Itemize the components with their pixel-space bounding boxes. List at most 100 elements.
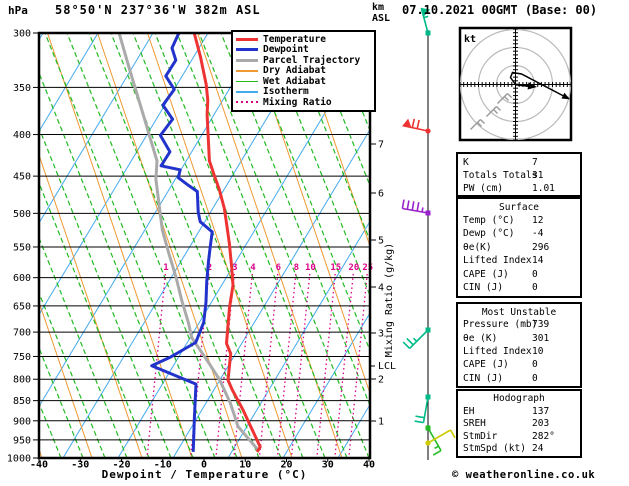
lcl-label: LCL	[378, 361, 396, 372]
row-value: 14	[532, 255, 544, 267]
mixing-ratio-labels: 1 2 3 4 6 8 10 15 20 25	[163, 263, 373, 273]
trace-arrowhead	[561, 92, 571, 100]
barb-full	[401, 199, 405, 209]
wet-adiabat-line	[39, 126, 172, 458]
panel-row: Pressure (mb) 739	[458, 319, 580, 332]
temperature-curve	[192, 33, 262, 453]
isotherm-line	[172, 128, 370, 458]
mixing-ratio-label: 10	[305, 263, 316, 273]
barb-full	[406, 337, 414, 346]
barb-pennant	[402, 118, 412, 128]
row-label: CIN (J)	[463, 372, 504, 384]
mixing-ratio-line	[276, 273, 297, 458]
barb-full	[411, 118, 416, 128]
row-value: 0	[532, 282, 538, 294]
barb-full	[406, 200, 410, 210]
legend-swatch-dry-adiabat	[236, 70, 258, 72]
panel-surface: Surface Temp (°C) 12 Dewp (°C) -4 θe(K) 296 Lif…	[456, 197, 582, 298]
pressure-tick-label: 800	[13, 375, 31, 386]
row-value: 1.01	[532, 183, 555, 194]
panel-row: StmSpd (kt) 24	[458, 443, 580, 456]
pressure-tick-label: 350	[13, 83, 31, 94]
row-label: Dewp (°C)	[463, 228, 515, 240]
legend-swatch-parcel-trajectory	[236, 58, 258, 62]
mixing-ratio-label: 8	[294, 263, 299, 273]
wet-adiabat-line	[39, 291, 106, 458]
row-value: 0	[532, 372, 538, 384]
pressure-tick-label: 450	[13, 172, 31, 183]
glyph-tick	[480, 119, 485, 124]
wet-adiabat-line	[39, 181, 150, 458]
row-label: Totals Totals	[463, 170, 538, 181]
barb-marker	[425, 128, 431, 134]
isotherm-line	[39, 33, 264, 408]
legend-swatch-isotherm	[236, 91, 258, 93]
panel-title: Surface	[498, 202, 540, 213]
row-label: θe (K)	[463, 332, 498, 344]
dry-adiabat-line	[39, 153, 143, 458]
x-axis: -40 -30 -20 -10 0 10 20 30 40	[30, 458, 375, 471]
x-axis-title: Dewpoint / Temperature (°C)	[101, 468, 308, 481]
station-title: 58°50'N 237°36'W 382m ASL	[55, 3, 261, 17]
wet-adiabat-line	[110, 33, 282, 458]
dry-adiabat-line	[47, 33, 193, 458]
hodograph-grid	[460, 28, 571, 140]
wet-adiabat-line	[220, 33, 370, 408]
legend: Temperature Dewpoint Parcel Trajectory Dry …	[231, 30, 376, 112]
barb-full	[416, 202, 420, 212]
glyph-tick	[504, 96, 509, 101]
row-value: 10	[532, 345, 544, 357]
legend-item: Dry Adiabat	[236, 65, 374, 76]
pressure-tick-label: 500	[13, 209, 31, 220]
pressure-tick-label: 950	[13, 435, 31, 446]
pressure-tick-label: 750	[13, 352, 31, 363]
row-value: 24	[532, 443, 544, 455]
row-label: CAPE (J)	[463, 268, 509, 280]
row-value: 31	[532, 170, 544, 181]
glyph-tick	[493, 109, 498, 114]
km-axis: 7 6 5 4 3 2 1 LCL Mixing Ratio (g/kg)	[370, 140, 396, 428]
row-value: 137	[532, 405, 550, 417]
parcel-trajectory-curve	[117, 33, 260, 451]
row-value: 296	[532, 241, 550, 253]
wet-adiabat-line	[154, 33, 326, 458]
panel-hodograph: Hodograph EH 137 SREH 203 StmDir 282° StmSpd (k…	[456, 389, 582, 458]
barb-shaft	[422, 396, 429, 423]
panel-row: Temp (°C) 12	[458, 215, 580, 229]
mixing-ratio-label: 15	[330, 263, 341, 273]
barb-full	[411, 201, 415, 211]
pressure-tick-label: 400	[13, 130, 31, 141]
hodograph-trace	[509, 71, 567, 99]
pressure-unit-label: hPa	[8, 4, 28, 17]
barb-full	[416, 119, 420, 129]
barb-marker	[425, 425, 431, 431]
km-tick-label: 3	[378, 329, 384, 340]
footer-credit: © weatheronline.co.uk	[452, 469, 596, 481]
legend-label: Dewpoint	[263, 44, 309, 56]
barb-full	[415, 415, 425, 419]
panel-most-unstable: Most Unstable Pressure (mb) 739 θe (K) 301 Li…	[456, 302, 582, 388]
mixing-ratio-label: 4	[250, 263, 256, 273]
panel-row: Lifted Index 10	[458, 346, 580, 359]
mixing-ratio-line	[290, 273, 311, 458]
mixing-ratio-label: 3	[232, 263, 237, 273]
row-value: 739	[532, 319, 550, 331]
pressure-tick-label: 550	[13, 242, 31, 253]
barb-shaft	[420, 7, 429, 34]
profile-curves	[117, 33, 262, 453]
pressure-tick-label: 900	[13, 416, 31, 427]
panel-row: Lifted Index 14	[458, 255, 580, 269]
row-value: 7	[532, 157, 538, 168]
x-tick-label: -10	[154, 460, 172, 471]
barb-full	[402, 341, 411, 349]
wind-barb-column	[401, 7, 456, 460]
row-label: StmDir	[463, 430, 498, 442]
glyph-tick	[496, 106, 501, 111]
altitude-unit-km: km	[372, 2, 385, 13]
barb-marker	[425, 327, 431, 333]
mixing-ratio-label: 1	[163, 263, 168, 273]
row-label: θe(K)	[463, 241, 492, 253]
row-label: EH	[463, 405, 475, 417]
